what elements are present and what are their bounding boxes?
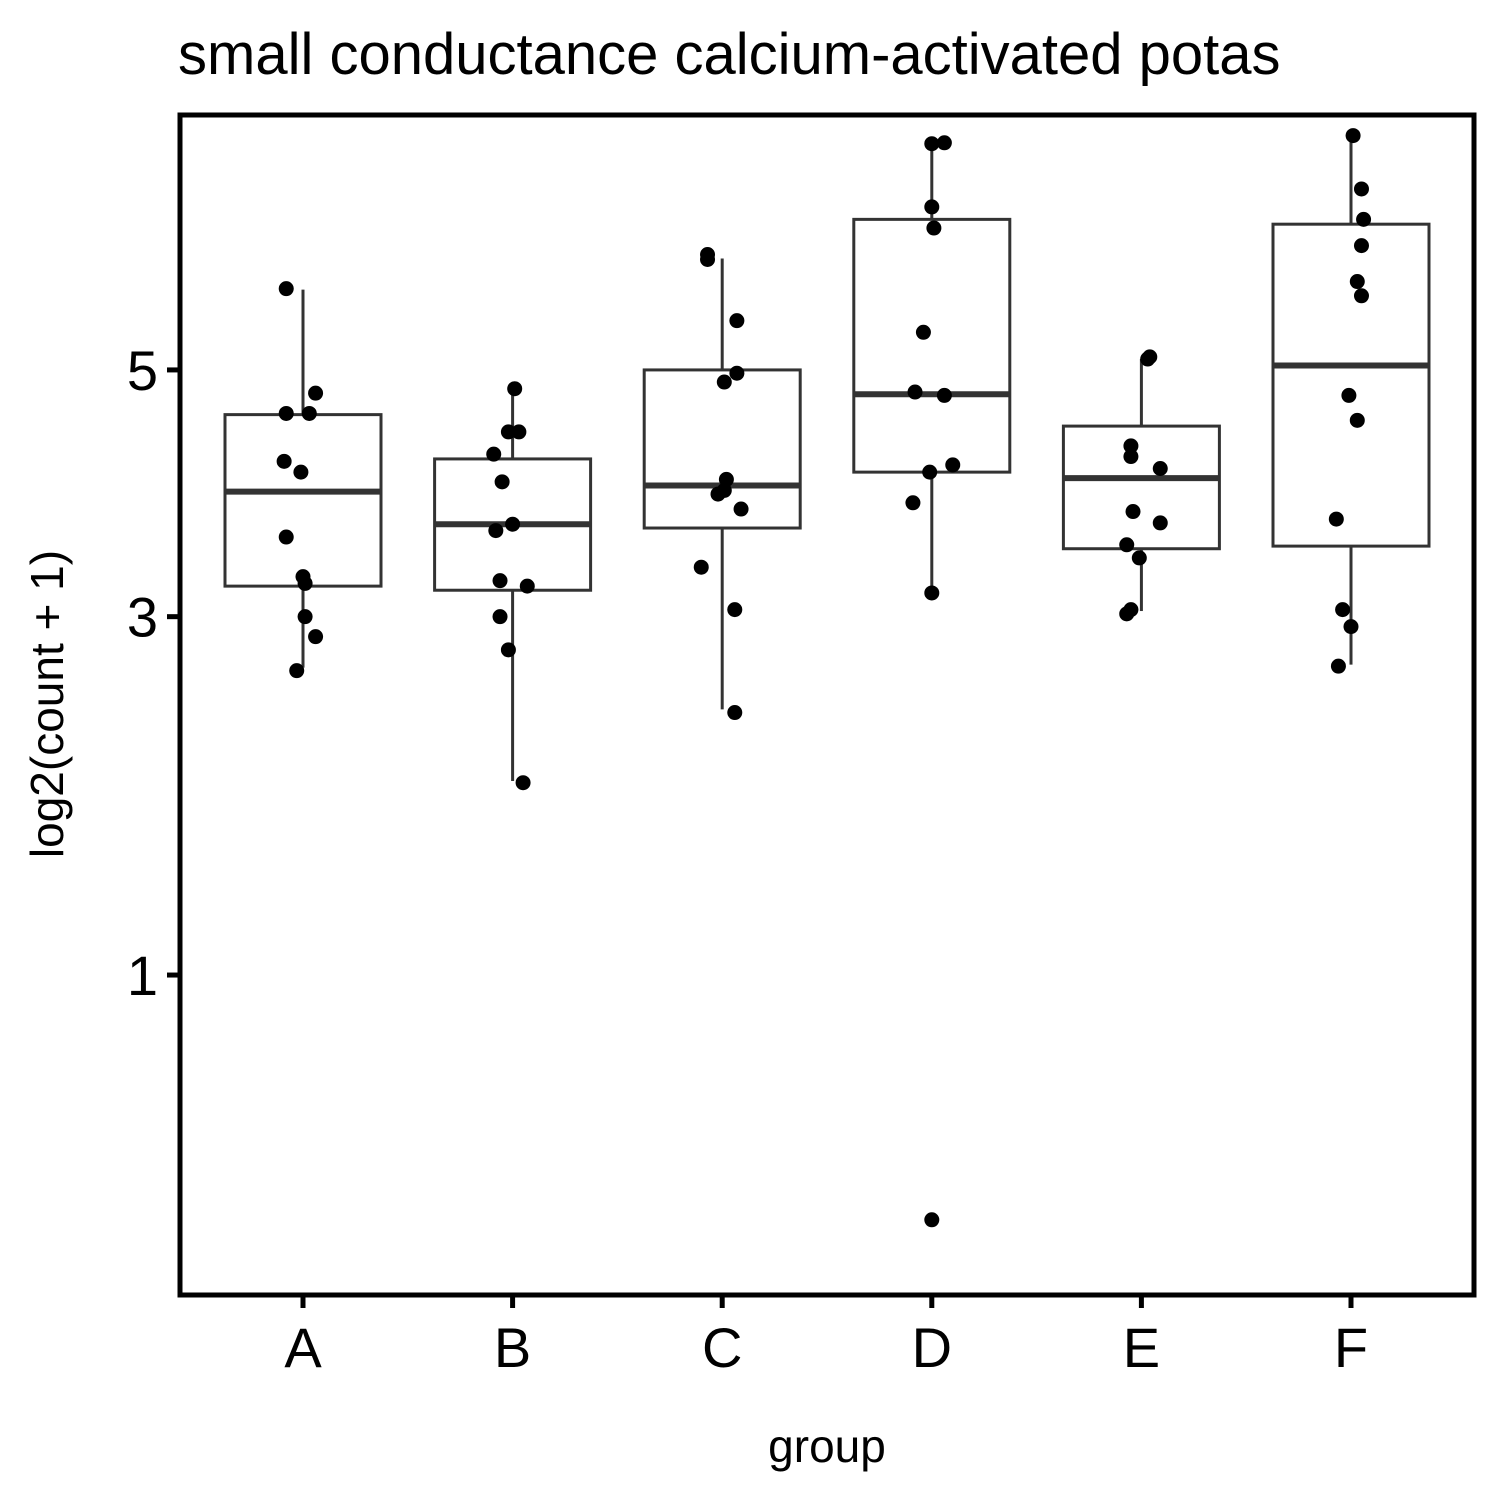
data-point-d: [945, 457, 961, 473]
data-point-c: [727, 705, 743, 721]
box-c: [642, 368, 802, 530]
data-point-d: [924, 136, 940, 152]
y-tick-label: 3: [127, 586, 158, 649]
x-tick-label: F: [1334, 1316, 1368, 1379]
y-axis: 1 3 5: [127, 339, 180, 1007]
data-point-e: [1119, 606, 1135, 622]
data-point-c: [693, 559, 709, 575]
data-point-a: [278, 405, 294, 421]
data-point-c: [710, 486, 726, 502]
data-point-a: [278, 529, 294, 545]
data-point-b: [519, 578, 535, 594]
data-point-c: [729, 365, 745, 381]
data-point-c: [727, 602, 743, 618]
data-point-b: [515, 775, 531, 791]
data-point-c: [716, 374, 732, 390]
data-point-b: [500, 424, 516, 440]
data-point-d: [936, 387, 952, 403]
box-group-e: [1061, 359, 1221, 612]
x-axis-title: group: [768, 1420, 886, 1472]
data-point-a: [308, 385, 324, 401]
data-point-c: [729, 313, 745, 329]
data-point-f: [1328, 511, 1344, 527]
box-f: [1271, 222, 1431, 548]
box-group-d: [852, 144, 1012, 592]
data-point-a: [278, 281, 294, 297]
box-e: [1061, 424, 1221, 551]
y-tick-label: 1: [127, 944, 158, 1007]
data-point-b: [486, 446, 502, 462]
data-point-e: [1123, 438, 1139, 454]
data-point-d: [907, 384, 923, 400]
data-point-f: [1356, 211, 1372, 227]
data-point-d: [924, 199, 940, 215]
data-point-a: [293, 464, 309, 480]
data-point-f: [1335, 602, 1351, 618]
x-tick-label: D: [912, 1316, 952, 1379]
data-point-b: [494, 474, 510, 490]
data-point-a: [301, 405, 317, 421]
data-point-e: [1119, 537, 1135, 553]
data-point-a: [276, 453, 292, 469]
y-tick-label: 5: [127, 339, 158, 402]
data-point-e: [1123, 449, 1139, 465]
data-point-f: [1345, 128, 1361, 144]
plot-panel-border: [177, 112, 1477, 1298]
data-point-a: [297, 609, 313, 625]
data-point-e: [1152, 515, 1168, 531]
box-group-a: [223, 289, 383, 668]
x-tick-label: C: [702, 1316, 742, 1379]
x-tick-label: A: [284, 1316, 322, 1379]
data-point-f: [1349, 274, 1365, 290]
data-point-f: [1349, 412, 1365, 428]
data-point-d: [905, 495, 921, 511]
data-point-e: [1152, 461, 1168, 477]
x-tick-label: E: [1123, 1316, 1160, 1379]
box-a: [223, 413, 383, 588]
box-group-b: [433, 390, 593, 781]
data-point-a: [297, 575, 313, 591]
data-point-b: [488, 523, 504, 539]
data-point-e: [1125, 504, 1141, 520]
data-point-d: [922, 464, 938, 480]
data-point-d: [926, 220, 942, 236]
data-point-d: [915, 324, 931, 340]
data-point-f: [1330, 658, 1346, 674]
data-point-f: [1343, 619, 1359, 635]
data-point-a: [308, 629, 324, 645]
data-point-b: [511, 424, 527, 440]
data-point-e: [1142, 349, 1158, 365]
data-point-f: [1353, 238, 1369, 254]
data-point-c: [733, 501, 749, 517]
box-d: [852, 217, 1012, 474]
x-axis: A B C D E F: [284, 1295, 1368, 1379]
plot-area: [223, 128, 1431, 1228]
data-point-d: [936, 135, 952, 151]
data-point-d: [924, 1212, 940, 1228]
data-point-b: [505, 516, 521, 532]
data-point-b: [492, 609, 508, 625]
data-point-f: [1353, 288, 1369, 304]
data-point-b: [507, 381, 523, 397]
data-points: [276, 128, 1372, 1228]
data-point-b: [492, 573, 508, 589]
data-point-b: [500, 642, 516, 658]
y-axis-title: log2(count + 1): [21, 550, 73, 858]
data-point-f: [1341, 387, 1357, 403]
x-tick-label: B: [494, 1316, 531, 1379]
data-point-a: [289, 663, 305, 679]
data-point-c: [700, 251, 716, 267]
data-point-d: [924, 585, 940, 601]
data-point-e: [1131, 550, 1147, 566]
data-point-f: [1353, 181, 1369, 197]
chart-title: small conductance calcium-activated pota…: [178, 22, 1281, 87]
